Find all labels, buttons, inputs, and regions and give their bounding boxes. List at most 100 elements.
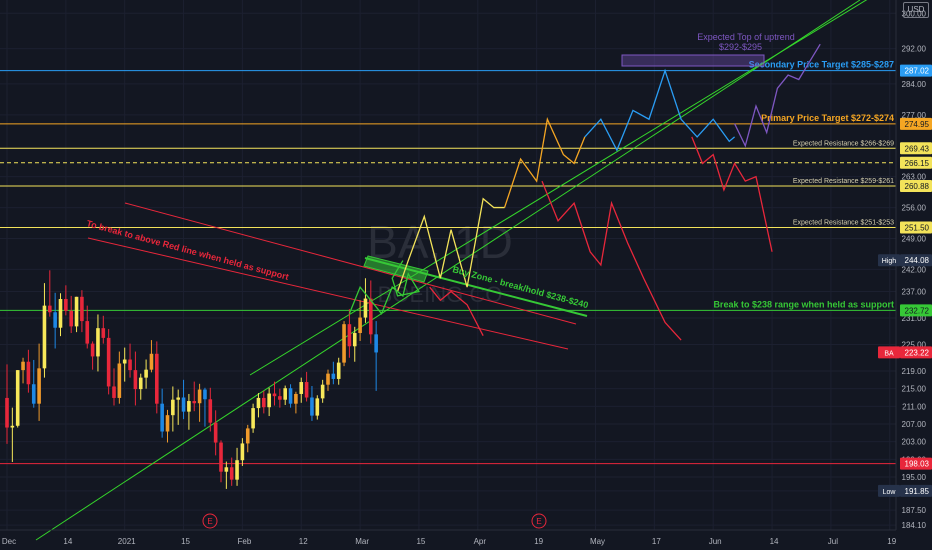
time-tick-label: 15	[416, 537, 425, 546]
candle-body	[48, 305, 52, 313]
candle-body	[42, 305, 47, 369]
candle-body	[224, 467, 229, 472]
price-tick-label: 300.00	[902, 9, 927, 18]
projection-yellow-path	[396, 197, 505, 292]
candle-body	[112, 386, 116, 398]
candle-body	[90, 343, 95, 357]
candle-body	[181, 397, 186, 412]
candle-body	[64, 299, 68, 311]
price-tag-label: 244.08	[905, 256, 930, 265]
level-label-resistance-266-269: Expected Resistance $266-$269	[793, 140, 894, 147]
top-uptrend-range: $292-$295	[719, 42, 762, 52]
top-uptrend-label: Expected Top of uptrend	[697, 32, 794, 42]
price-tick-label: 237.00	[902, 288, 927, 297]
price-tag-box	[900, 180, 932, 193]
time-tick-label: 14	[770, 537, 779, 546]
candle-body	[272, 393, 277, 397]
channel-lower-line	[35, 0, 861, 541]
price-tag-box	[900, 346, 932, 359]
candle-body	[165, 415, 170, 432]
price-tag-box	[900, 457, 932, 470]
level-label-resistance-259-261: Expected Resistance $259-$261	[793, 178, 894, 185]
price-tick-label: 195.00	[902, 473, 927, 482]
currency-button[interactable]: USD	[903, 2, 929, 18]
candle-body	[283, 388, 287, 400]
candle-body	[213, 422, 218, 443]
price-tag-prefix-box	[878, 346, 900, 359]
candle-body	[80, 296, 84, 322]
price-tag-box	[900, 221, 932, 234]
time-tick-label: 17	[652, 537, 661, 546]
candle-body	[171, 399, 175, 416]
candle-body	[369, 298, 373, 335]
time-tick-label: 12	[299, 537, 308, 546]
price-tick-label: 242.00	[902, 265, 927, 274]
price-tag-label: 223.22	[905, 348, 930, 357]
candle-body	[117, 363, 122, 398]
projection-red-path-3	[691, 136, 773, 252]
candle-body	[138, 377, 143, 390]
candle-body	[315, 398, 320, 416]
trend-lines	[35, 0, 868, 541]
candle-body	[15, 370, 20, 426]
candle-body	[262, 397, 266, 408]
candle-body	[106, 337, 111, 387]
candle-body	[155, 353, 159, 404]
price-tag-box	[900, 304, 932, 317]
price-tick-label: 263.00	[902, 173, 927, 182]
level-label-primary-target: Primary Price Target $272-$274	[761, 113, 894, 123]
candle-body	[336, 362, 341, 379]
candle-body	[26, 361, 31, 385]
candle-body	[58, 299, 63, 328]
candle-body	[256, 397, 261, 409]
candle-body	[187, 401, 191, 412]
candlesticks	[5, 270, 378, 489]
candle-body	[144, 369, 148, 378]
candle-body	[288, 388, 293, 404]
candle-body	[128, 359, 132, 371]
red-line-upper	[124, 202, 577, 325]
price-tag-box	[900, 156, 932, 169]
time-tick-label: 2021	[118, 537, 136, 546]
price-tick-label: 231.00	[902, 314, 927, 323]
candle-body	[326, 373, 330, 385]
time-tick-label: 19	[887, 537, 896, 546]
price-tag-prefix: BA	[884, 350, 894, 357]
time-tick-label: Dec	[2, 537, 16, 546]
earnings-marker-circle	[531, 513, 547, 529]
time-axis[interactable]: Dec 14 2021 15 Feb 12 Mar 15 Apr 19 May 17 Jun 14 Jul 1…	[0, 529, 932, 546]
time-tick-label: Mar	[355, 537, 369, 546]
candle-body	[320, 384, 325, 399]
candle-body	[240, 443, 245, 461]
price-tag-box	[900, 254, 932, 267]
price-tag-label: 232.72	[905, 306, 930, 315]
earnings-marker-circle	[202, 513, 218, 529]
price-tick-label: 249.00	[902, 235, 927, 244]
candle-body	[96, 328, 100, 357]
price-tick-label: 184.10	[902, 521, 927, 530]
grid	[0, 0, 896, 530]
projection-red-path-2	[541, 180, 682, 341]
price-tick-label: 211.00	[902, 402, 926, 411]
earnings-marker: E	[207, 517, 212, 526]
candle-body	[331, 373, 336, 379]
price-tag-prefix: High	[882, 258, 897, 265]
red-line-lower	[87, 237, 569, 350]
price-tag-label: 251.50	[905, 223, 930, 232]
projection-orange-path	[503, 117, 586, 208]
candle-body	[203, 389, 207, 400]
earnings-marker: E	[536, 517, 541, 526]
time-tick-label: 19	[534, 537, 543, 546]
top-uptrend-box	[621, 54, 765, 67]
candle-body	[235, 460, 239, 480]
price-tick-label: 284.00	[902, 80, 927, 89]
candle-body	[197, 389, 202, 404]
price-axis[interactable]: 300.00 292.00 284.00 277.00 269.43 263.00 256.…	[878, 0, 932, 530]
candle-body	[304, 382, 309, 398]
price-tag-label: 287.02	[905, 67, 930, 76]
price-tag-label: 191.85	[905, 487, 930, 496]
level-label-resistance-251-253: Expected Resistance $251-$253	[793, 219, 894, 226]
candle-body	[347, 324, 352, 347]
level-label-secondary-target: Secondary Price Target $285-$287	[749, 60, 894, 70]
